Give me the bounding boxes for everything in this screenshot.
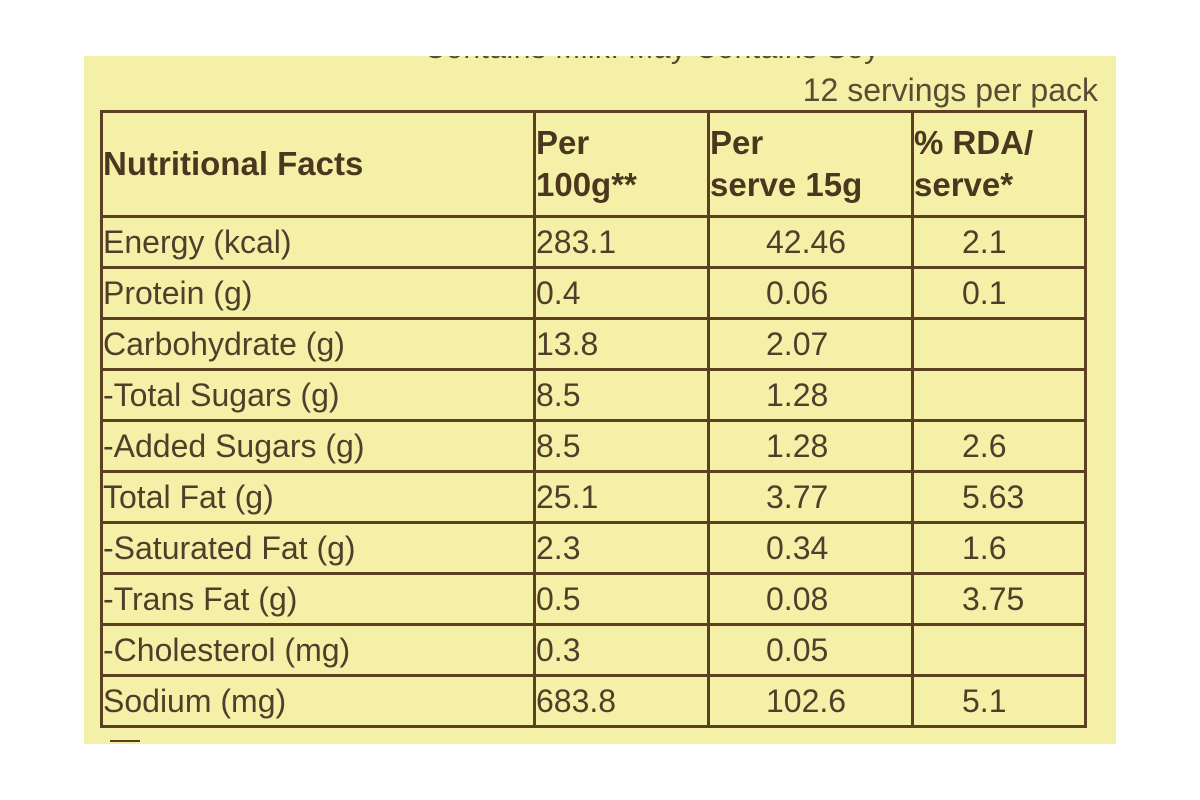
value-rda [911,623,1087,677]
nutrient-name: Sodium (mg) [100,674,536,728]
header-rda-line2: serve* [914,166,1014,203]
nutrient-name: Carbohydrate (g) [100,317,536,371]
value-per-serve: 102.6 [707,674,914,728]
nutrient-name: -Total Sugars (g) [100,368,536,422]
value-per-100g: 2.3 [533,521,710,575]
value-per-100g: 0.5 [533,572,710,626]
nutrient-name: -Trans Fat (g) [100,572,536,626]
header-nutritional-facts: Nutritional Facts [100,110,536,218]
nutrient-name: Total Fat (g) [100,470,536,524]
value-rda: 2.6 [911,419,1087,473]
value-per-100g: 25.1 [533,470,710,524]
value-rda [911,317,1087,371]
nutrient-name: -Cholesterol (mg) [100,623,536,677]
header-per-100g: Per 100g** [533,110,710,218]
nutrient-name: -Added Sugars (g) [100,419,536,473]
value-rda: 2.1 [911,215,1087,269]
value-rda: 0.1 [911,266,1087,320]
table-row: Total Fat (g) 25.1 3.77 5.63 [100,470,1087,524]
allergen-statement: Contains Milk. May Contains Soy [424,56,880,66]
table-row: -Total Sugars (g) 8.5 1.28 [100,368,1087,422]
value-per-serve: 0.08 [707,572,914,626]
table-row: -Cholesterol (mg) 0.3 0.05 [100,623,1087,677]
nutrient-name: Protein (g) [100,266,536,320]
value-per-100g: 8.5 [533,368,710,422]
value-per-serve: 0.34 [707,521,914,575]
header-rda: % RDA/ serve* [911,110,1087,218]
table-row: Energy (kcal) 283.1 42.46 2.1 [100,215,1087,269]
header-per-100g-line2: 100g** [536,166,637,203]
nutrient-name: Energy (kcal) [100,215,536,269]
value-rda [911,368,1087,422]
value-per-100g: 283.1 [533,215,710,269]
header-per-100g-line1: Per [536,124,590,161]
table-row: Carbohydrate (g) 13.8 2.07 [100,317,1087,371]
table-row: Protein (g) 0.4 0.06 0.1 [100,266,1087,320]
table-row: -Saturated Fat (g) 2.3 0.34 1.6 [100,521,1087,575]
header-rda-line1: % RDA/ [914,124,1034,161]
value-rda: 5.1 [911,674,1087,728]
servings-per-pack: 12 servings per pack [802,72,1098,108]
value-per-serve: 3.77 [707,470,914,524]
value-per-serve: 2.07 [707,317,914,371]
header-row: Nutritional Facts Per 100g** Per serve 1… [100,110,1087,218]
nutrient-name: -Saturated Fat (g) [100,521,536,575]
table-row: Sodium (mg) 683.8 102.6 5.1 [100,674,1087,728]
value-per-serve: 42.46 [707,215,914,269]
value-rda: 5.63 [911,470,1087,524]
value-per-100g: 13.8 [533,317,710,371]
value-per-serve: 1.28 [707,419,914,473]
nutrition-label: Contains Milk. May Contains Soy 12 servi… [84,56,1116,744]
value-per-100g: 0.4 [533,266,710,320]
value-per-100g: 683.8 [533,674,710,728]
value-per-100g: 8.5 [533,419,710,473]
value-rda: 1.6 [911,521,1087,575]
nutrition-facts-table: Nutritional Facts Per 100g** Per serve 1… [100,110,1087,728]
value-rda: 3.75 [911,572,1087,626]
table-row: -Added Sugars (g) 8.5 1.28 2.6 [100,419,1087,473]
value-per-serve: 0.05 [707,623,914,677]
table-row: -Trans Fat (g) 0.5 0.08 3.75 [100,572,1087,626]
value-per-100g: 0.3 [533,623,710,677]
header-per-serve-line1: Per [710,124,764,161]
value-per-serve: 1.28 [707,368,914,422]
value-per-serve: 0.06 [707,266,914,320]
cropped-mark [110,740,140,744]
header-per-serve-line2: serve 15g [710,166,863,203]
header-per-serve: Per serve 15g [707,110,914,218]
